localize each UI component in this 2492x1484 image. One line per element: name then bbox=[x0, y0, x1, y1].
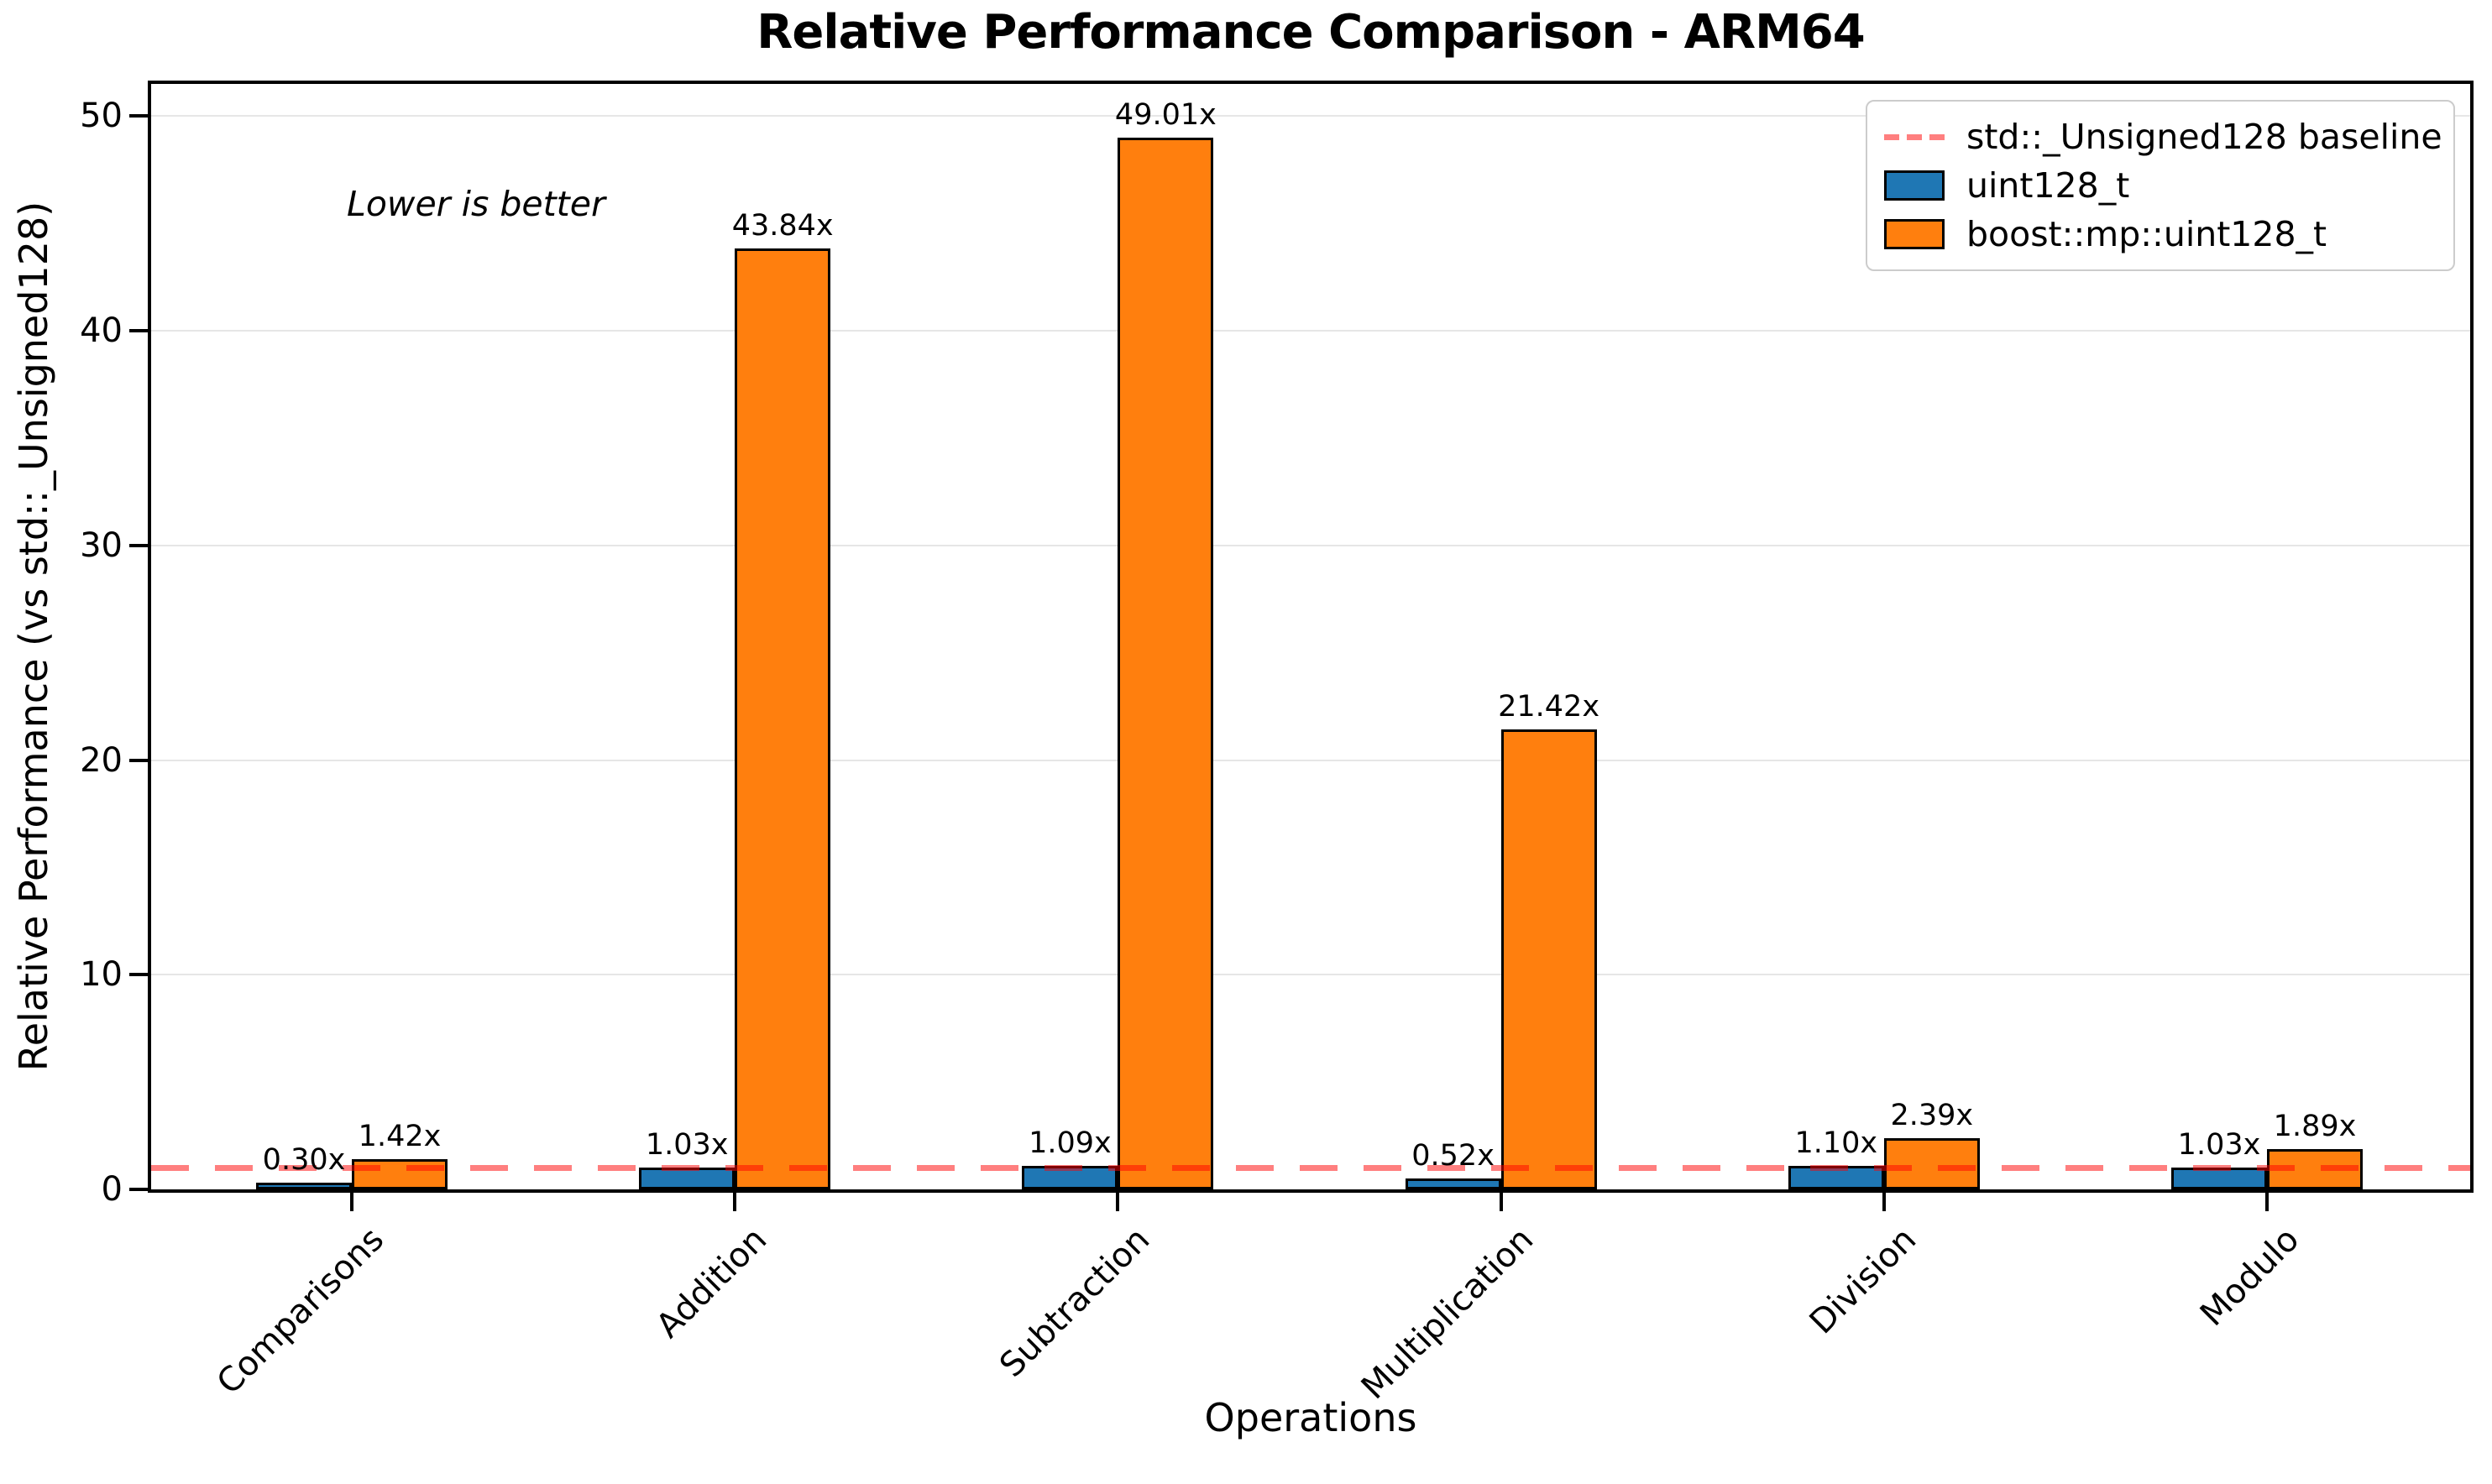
y-tick-label-50: 50 bbox=[80, 97, 123, 136]
y-tick-40 bbox=[129, 329, 148, 333]
bar-label-uint128-t-subtraction: 1.09x bbox=[1029, 1126, 1112, 1161]
baseline-line bbox=[151, 1165, 2470, 1172]
bar-boost-mp-uint128-t-multiplication bbox=[1500, 729, 1597, 1189]
x-tick-label-modulo: Modulo bbox=[2192, 1220, 2307, 1334]
y-tick-label-30: 30 bbox=[80, 525, 123, 565]
bar-boost-mp-uint128-t-division bbox=[1883, 1137, 1980, 1189]
legend-item-baseline: std::_Unsigned128 baseline bbox=[1884, 112, 2442, 161]
y-tick-label-40: 40 bbox=[80, 311, 123, 351]
legend-item-uint128_t: uint128_t bbox=[1884, 161, 2437, 210]
uint128_t-swatch bbox=[1884, 170, 1945, 201]
bar-label-uint128-t-comparisons: 0.30x bbox=[262, 1143, 346, 1178]
bar-uint128-t-multiplication bbox=[1405, 1178, 1501, 1189]
x-axis-label: Operations bbox=[1204, 1395, 1417, 1440]
bar-label-uint128-t-modulo: 1.03x bbox=[2177, 1127, 2261, 1162]
y-tick-0 bbox=[129, 1188, 148, 1191]
x-tick-label-comparisons: Comparisons bbox=[209, 1220, 392, 1403]
x-tick-label-multiplication: Multiplication bbox=[1353, 1220, 1541, 1408]
gridline-y-50 bbox=[151, 115, 2470, 118]
orange-swatch-icon bbox=[1884, 219, 1945, 249]
bar-boost-mp-uint128-t-subtraction bbox=[1118, 137, 1214, 1189]
bar-label-boost-mp-uint128-t-modulo: 1.89x bbox=[2273, 1109, 2357, 1143]
y-tick-label-0: 0 bbox=[101, 1170, 123, 1209]
chart-title: Relative Performance Comparison - ARM64 bbox=[756, 5, 1865, 60]
blue-swatch-icon bbox=[1884, 170, 1945, 201]
y-tick-50 bbox=[129, 114, 148, 118]
x-tick-subtraction bbox=[1116, 1189, 1120, 1211]
bar-label-uint128-t-addition: 1.03x bbox=[645, 1127, 729, 1162]
x-tick-comparisons bbox=[350, 1189, 353, 1211]
bar-label-boost-mp-uint128-t-comparisons: 1.42x bbox=[358, 1119, 442, 1153]
legend-label-boost-uint128_t: boost::mp::uint128_t bbox=[1966, 214, 2327, 254]
y-tick-10 bbox=[129, 973, 148, 977]
legend-label-uint128_t: uint128_t bbox=[1966, 165, 2130, 206]
boost-uint128_t-swatch bbox=[1884, 219, 1945, 249]
x-tick-multiplication bbox=[1499, 1189, 1503, 1211]
x-tick-label-division: Division bbox=[1802, 1220, 1924, 1342]
legend: std::_Unsigned128 baseline uint128_t boo… bbox=[1866, 100, 2455, 271]
legend-label-baseline: std::_Unsigned128 baseline bbox=[1966, 117, 2442, 157]
annotation-lower-is-better: Lower is better bbox=[347, 184, 605, 224]
y-tick-30 bbox=[129, 543, 148, 547]
x-tick-addition bbox=[733, 1189, 737, 1211]
bar-uint128-t-comparisons bbox=[256, 1183, 352, 1189]
x-tick-division bbox=[1882, 1189, 1886, 1211]
bar-label-boost-mp-uint128-t-division: 2.39x bbox=[1890, 1098, 1974, 1132]
gridline-y-10 bbox=[151, 974, 2470, 976]
bar-boost-mp-uint128-t-addition bbox=[735, 248, 831, 1189]
dashed-line-icon bbox=[1884, 133, 1945, 140]
x-tick-modulo bbox=[2265, 1189, 2269, 1211]
bar-label-boost-mp-uint128-t-subtraction: 49.01x bbox=[1114, 97, 1217, 132]
y-tick-label-20: 20 bbox=[80, 740, 123, 780]
y-tick-label-10: 10 bbox=[80, 955, 123, 995]
x-tick-label-subtraction: Subtraction bbox=[992, 1220, 1158, 1385]
x-tick-label-addition: Addition bbox=[649, 1220, 775, 1346]
bar-label-uint128-t-division: 1.10x bbox=[1794, 1126, 1878, 1160]
bar-label-boost-mp-uint128-t-addition: 43.84x bbox=[731, 208, 834, 243]
baseline-dash-sample bbox=[1884, 133, 1945, 140]
legend-item-boost-uint128_t: boost::mp::uint128_t bbox=[1884, 210, 2437, 259]
y-tick-20 bbox=[129, 758, 148, 762]
bar-label-boost-mp-uint128-t-multiplication: 21.42x bbox=[1498, 690, 1600, 724]
bar-label-uint128-t-multiplication: 0.52x bbox=[1411, 1138, 1495, 1173]
gridline-y-30 bbox=[151, 544, 2470, 546]
gridline-y-40 bbox=[151, 330, 2470, 332]
bar-boost-mp-uint128-t-comparisons bbox=[352, 1158, 448, 1189]
gridline-y-20 bbox=[151, 759, 2470, 761]
